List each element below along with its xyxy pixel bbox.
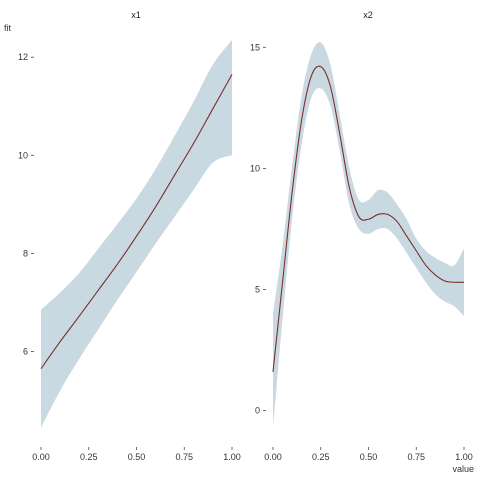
fit-line-x1: [40, 74, 233, 369]
y-tick-label: 10: [250, 163, 260, 173]
facet-panel-x2: x2 value 0.00 0.25 0.50 0.75 1.00 0 5 10 15: [250, 10, 474, 474]
x-tick-label: 0.25: [80, 452, 98, 462]
x-tick-label: 1.00: [223, 452, 241, 462]
y-tick-label: 10: [18, 150, 28, 160]
x-tick-label: 0.25: [312, 452, 330, 462]
facet-panel-x1: x1 fit 0.00 0.25 0.50 0.75 1.00 6 8 10 12: [4, 10, 241, 462]
x-tick-label: 0.75: [175, 452, 193, 462]
y-tick-label: 5: [255, 285, 260, 295]
x-tick-label: 0.50: [360, 452, 378, 462]
y-tick-label: 8: [23, 248, 28, 258]
facet-title-x1: x1: [131, 10, 141, 20]
y-tick-label: 15: [250, 42, 260, 52]
y-tick-label: 0: [255, 406, 260, 416]
confidence-band-x2: [273, 42, 464, 428]
y-tick-label: 12: [18, 52, 28, 62]
fit-line-x2: [272, 65, 465, 372]
y-axis-label: fit: [4, 23, 12, 33]
y-tick-label: 6: [23, 347, 28, 357]
x-tick-label: 0.50: [128, 452, 146, 462]
facet-title-x2: x2: [363, 10, 373, 20]
x-tick-label: 1.00: [455, 452, 473, 462]
x-axis-label: value: [452, 464, 474, 474]
x-tick-label: 0.75: [407, 452, 425, 462]
confidence-band-x1: [41, 40, 232, 428]
x-tick-label: 0.00: [264, 452, 282, 462]
x-tick-label: 0.00: [32, 452, 50, 462]
